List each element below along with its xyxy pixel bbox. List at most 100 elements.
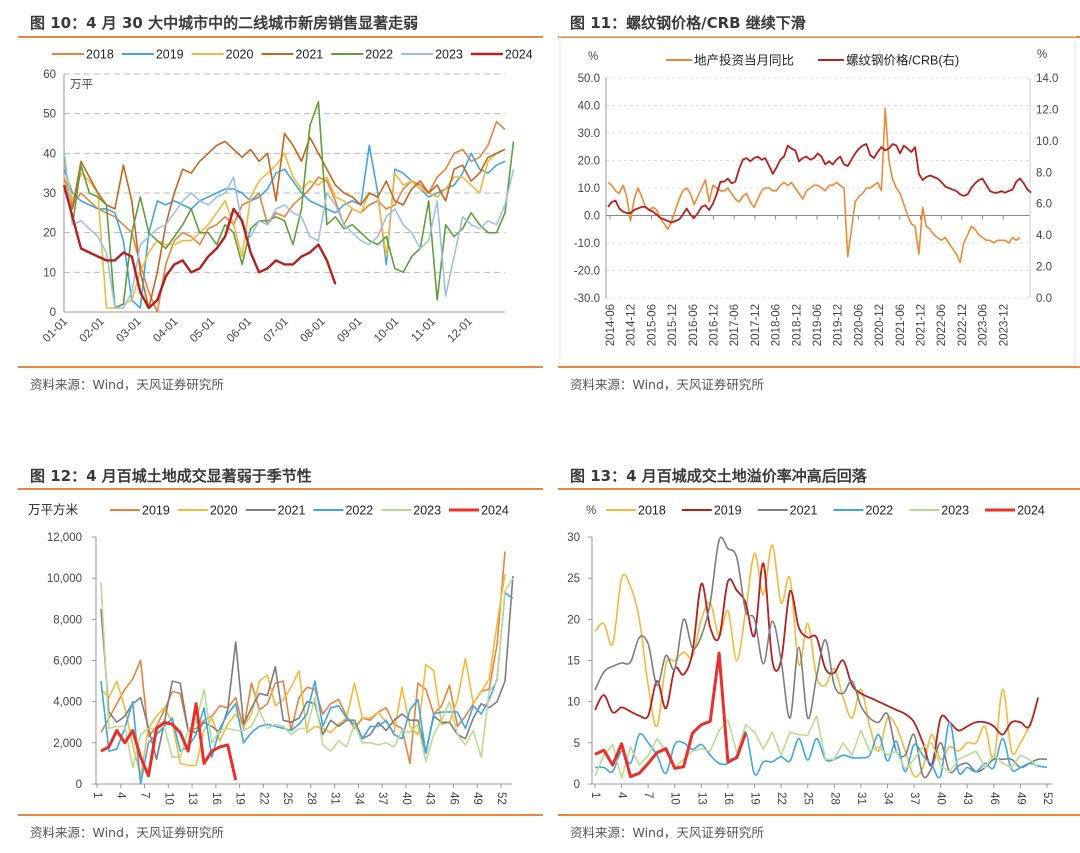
- figure-13-source: 资料来源：Wind，天风证券研究所: [570, 825, 764, 840]
- x-tick-label: 2014-12: [626, 304, 638, 346]
- x-tick-label: 2017-12: [750, 304, 762, 346]
- series-line-rebar-crb-ratio: [607, 143, 1032, 224]
- left-y-tick-label: -30.0: [574, 293, 600, 305]
- x-tick-label: 02-01: [78, 316, 107, 345]
- x-tick-label: 4: [616, 792, 628, 799]
- legend-label-2024: 2024: [505, 48, 533, 62]
- left-y-tick-label: 30.0: [578, 128, 600, 140]
- y-tick-label: 25: [567, 573, 580, 585]
- y-tick-label: 20: [43, 228, 56, 240]
- series-line-2021: [63, 132, 506, 309]
- legend-label-2023: 2023: [941, 504, 969, 518]
- x-tick-label: 19: [234, 792, 246, 805]
- left-y-tick-label: -10.0: [574, 238, 600, 250]
- x-tick-label: 25: [281, 792, 293, 805]
- x-tick-label: 22: [257, 792, 269, 805]
- x-tick-label: 2023-06: [978, 304, 990, 346]
- x-tick-label: 2015-12: [667, 304, 679, 346]
- x-tick-label: 25: [802, 792, 814, 805]
- series-line-2020: [100, 573, 506, 777]
- figure-11-bottom-rule: [558, 366, 1080, 368]
- y-tick-label: 0: [50, 307, 56, 319]
- legend-label-2019: 2019: [714, 504, 742, 518]
- left-y-tick-label: 10.0: [578, 183, 600, 195]
- x-tick-label: 01-01: [41, 316, 70, 345]
- figure-13-chart: % 2018 2019 2021 2022 2023 2024 30 25 20 15 10 5 0 1 4 7…: [567, 504, 1053, 806]
- x-tick-label: 2016-12: [709, 304, 721, 346]
- x-tick-label: 43: [424, 792, 436, 805]
- right-y-tick-label: 4.0: [1036, 230, 1052, 242]
- x-tick-label: 7: [642, 792, 654, 798]
- x-tick-label: 1: [91, 792, 103, 798]
- x-tick-label: 2016-06: [688, 304, 700, 346]
- right-y-tick-label: 8.0: [1036, 167, 1052, 179]
- figure-10-title: 图 10：4 月 30 大中城市中的二线城市新房销售显著走弱: [30, 14, 419, 32]
- y-tick-label: 8,000: [53, 614, 82, 626]
- right-unit-label: %: [1037, 49, 1047, 61]
- y-tick-label: 10: [43, 267, 56, 279]
- x-tick-label: 1: [589, 792, 601, 798]
- figure-11-top-rule: [558, 36, 1080, 38]
- x-tick-label: 07-01: [262, 316, 291, 345]
- x-tick-label: 46: [988, 792, 1000, 805]
- y-tick-label: 0: [574, 779, 580, 791]
- legend-label-2019: 2019: [156, 48, 184, 62]
- legend-label-2020: 2020: [210, 504, 238, 518]
- legend-label-2019: 2019: [142, 504, 170, 518]
- x-tick-label: 28: [305, 792, 317, 805]
- x-tick-label: 4: [115, 792, 127, 799]
- legend-label-2024: 2024: [1017, 504, 1045, 518]
- x-tick-label: 2014-06: [605, 304, 617, 346]
- x-tick-label: 2022-12: [957, 304, 969, 346]
- x-tick-label: 37: [908, 792, 920, 805]
- x-tick-label: 16: [210, 792, 222, 805]
- y-tick-label: 0: [76, 779, 82, 791]
- x-tick-label: 31: [329, 792, 341, 805]
- legend-label-2022: 2022: [365, 48, 393, 62]
- x-tick-label: 52: [495, 792, 507, 805]
- legend-label-2023: 2023: [435, 48, 463, 62]
- x-tick-label: 43: [961, 792, 973, 805]
- x-tick-label: 2022-06: [936, 304, 948, 346]
- x-tick-label: 2017-06: [729, 304, 741, 346]
- series-line-2022: [63, 101, 515, 309]
- x-tick-label: 2020-06: [853, 304, 865, 346]
- x-tick-label: 05-01: [188, 316, 217, 345]
- x-tick-label: 7: [138, 792, 150, 798]
- x-tick-label: 04-01: [151, 316, 180, 345]
- x-tick-label: 28: [828, 792, 840, 805]
- right-y-tick-label: 6.0: [1036, 199, 1052, 211]
- y-tick-label: 50: [43, 109, 56, 121]
- x-tick-label: 10: [669, 792, 681, 805]
- legend-label-2018: 2018: [86, 48, 114, 62]
- x-tick-label: 09-01: [335, 316, 364, 345]
- left-y-tick-label: 40.0: [578, 101, 600, 113]
- series-line-2019: [594, 562, 1039, 767]
- series-line-property-investment-yoy: [607, 107, 1021, 264]
- x-tick-label: 2015-06: [646, 304, 658, 346]
- figure-12-bottom-rule: [18, 814, 543, 816]
- y-tick-label: 20: [567, 614, 580, 626]
- right-y-tick-label: 12.0: [1036, 104, 1058, 116]
- left-unit-label: %: [588, 51, 598, 63]
- left-y-tick-label: 20.0: [578, 156, 600, 168]
- x-tick-label: 10: [162, 792, 174, 805]
- series-line-2024: [62, 184, 337, 310]
- y-unit-label: %: [586, 505, 596, 517]
- figure-13-title: 图 13：4 月百城成交土地溢价率冲高后回落: [570, 467, 867, 485]
- x-tick-label: 46: [447, 792, 459, 805]
- x-tick-label: 40: [935, 792, 947, 805]
- chart-frame: [559, 36, 1076, 366]
- figure-11-source: 资料来源：Wind，天风证券研究所: [570, 377, 764, 392]
- y-tick-label: 2,000: [53, 738, 82, 750]
- legend-label-2021: 2021: [278, 504, 306, 518]
- figure-10-chart: 2018 2019 2020 2021 2022 2023 2024 0 10 20 30 40 50 6…: [41, 48, 533, 345]
- x-tick-label: 2021-12: [916, 304, 928, 346]
- series-line-2023: [63, 149, 515, 309]
- series-line-2019: [63, 144, 506, 309]
- y-tick-label: 30: [567, 532, 580, 544]
- x-tick-label: 2019-06: [812, 304, 824, 346]
- y-tick-label: 60: [43, 69, 56, 81]
- x-tick-label: 13: [695, 792, 707, 805]
- x-tick-label: 12-01: [446, 316, 475, 345]
